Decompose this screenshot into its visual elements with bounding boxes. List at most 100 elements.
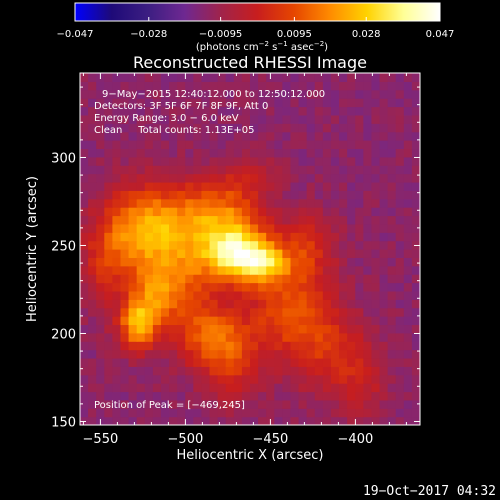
heatmap-cell (395, 148, 405, 158)
heatmap-cell (250, 215, 259, 225)
heatmap-cell (274, 240, 283, 250)
heatmap-cell (395, 374, 405, 384)
heatmap-cell (347, 257, 356, 267)
heatmap-cell (258, 383, 267, 393)
heatmap-cell (185, 324, 194, 334)
heatmap-cell (274, 366, 283, 376)
heatmap-cell (387, 416, 397, 425)
heatmap-cell (282, 156, 292, 166)
heatmap-cell (411, 374, 420, 384)
heatmap-cell (306, 374, 316, 384)
heatmap-cell (201, 73, 211, 82)
heatmap-cell (201, 332, 211, 342)
heatmap-cell (274, 89, 283, 99)
heatmap-cell (266, 332, 275, 342)
heatmap-cell (201, 341, 211, 351)
heatmap-cell (387, 332, 397, 342)
heatmap-cell (160, 399, 170, 409)
heatmap-cell (379, 274, 389, 284)
heatmap-cell (136, 399, 146, 409)
heatmap-cell (250, 207, 259, 217)
heatmap-cell (274, 232, 283, 242)
heatmap-cell (128, 232, 138, 242)
heatmap-cell (104, 290, 113, 300)
heatmap-cell (330, 341, 340, 351)
heatmap-cell (217, 240, 227, 250)
heatmap-cell (379, 416, 389, 425)
heatmap-cell (96, 249, 105, 258)
heatmap-cell (104, 282, 113, 292)
heatmap-cell (104, 332, 113, 342)
heatmap-cell (290, 316, 300, 326)
heatmap-cell (144, 399, 154, 409)
heatmap-cell (282, 341, 292, 351)
heatmap-cell (387, 223, 397, 233)
heatmap-cell (387, 282, 397, 292)
heatmap-cell (250, 114, 259, 124)
heatmap-cell (355, 299, 364, 309)
heatmap-cell (225, 257, 235, 267)
heatmap-cell (314, 416, 324, 425)
heatmap-cell (330, 307, 340, 317)
heatmap-cell (128, 215, 138, 225)
heatmap-cell (217, 148, 227, 158)
heatmap-cell (88, 416, 97, 425)
heatmap-cell (96, 81, 105, 91)
heatmap-cell (136, 341, 146, 351)
heatmap-cell (152, 98, 162, 108)
heatmap-cell (274, 341, 283, 351)
heatmap-cell (282, 357, 292, 367)
heatmap-cell (339, 324, 348, 334)
heatmap-cell (314, 207, 324, 217)
heatmap-cell (241, 73, 251, 82)
heatmap-cell (274, 265, 283, 275)
heatmap-cell (128, 140, 138, 150)
heatmap-cell (306, 332, 316, 342)
heatmap-cell (112, 106, 122, 116)
heatmap-cell (411, 408, 420, 418)
heatmap-cell (282, 131, 292, 141)
heatmap-cell (298, 173, 308, 183)
heatmap-cell (371, 349, 381, 359)
heatmap-cell (193, 274, 203, 284)
heatmap-cell (258, 232, 267, 242)
heatmap-cell (282, 274, 292, 284)
heatmap-cell (258, 341, 267, 351)
heatmap-cell (112, 165, 122, 175)
heatmap-cell (160, 114, 170, 124)
heatmap-cell (379, 383, 389, 393)
heatmap-cell (298, 215, 308, 225)
heatmap-cell (201, 140, 211, 150)
heatmap-cell (201, 198, 211, 208)
heatmap-cell (193, 73, 203, 82)
heatmap-cell (282, 215, 292, 225)
heatmap-cell (160, 148, 170, 158)
heatmap-cell (347, 307, 356, 317)
heatmap-cell (185, 156, 194, 166)
heatmap-cell (330, 324, 340, 334)
heatmap-cell (120, 290, 130, 300)
heatmap-cell (290, 265, 300, 275)
heatmap-cell (282, 198, 292, 208)
heatmap-cell (217, 416, 227, 425)
heatmap-cell (233, 366, 243, 376)
heatmap-cell (201, 408, 211, 418)
heatmap-cell (241, 232, 251, 242)
heatmap-cell (209, 316, 219, 326)
heatmap-cell (217, 156, 227, 166)
heatmap-cell (371, 249, 381, 258)
heatmap-cell (209, 81, 219, 91)
heatmap-cell (233, 249, 243, 258)
heatmap-cell (177, 383, 186, 393)
heatmap-cell (258, 282, 267, 292)
heatmap-cell (266, 249, 275, 258)
heatmap-cell (387, 207, 397, 217)
heatmap-cell (314, 357, 324, 367)
heatmap-cell (339, 140, 348, 150)
heatmap-cell (266, 181, 275, 191)
heatmap-cell (379, 181, 389, 191)
heatmap-cell (160, 207, 170, 217)
heatmap-cell (403, 106, 413, 116)
heatmap-cell (241, 366, 251, 376)
heatmap-cell (144, 341, 154, 351)
